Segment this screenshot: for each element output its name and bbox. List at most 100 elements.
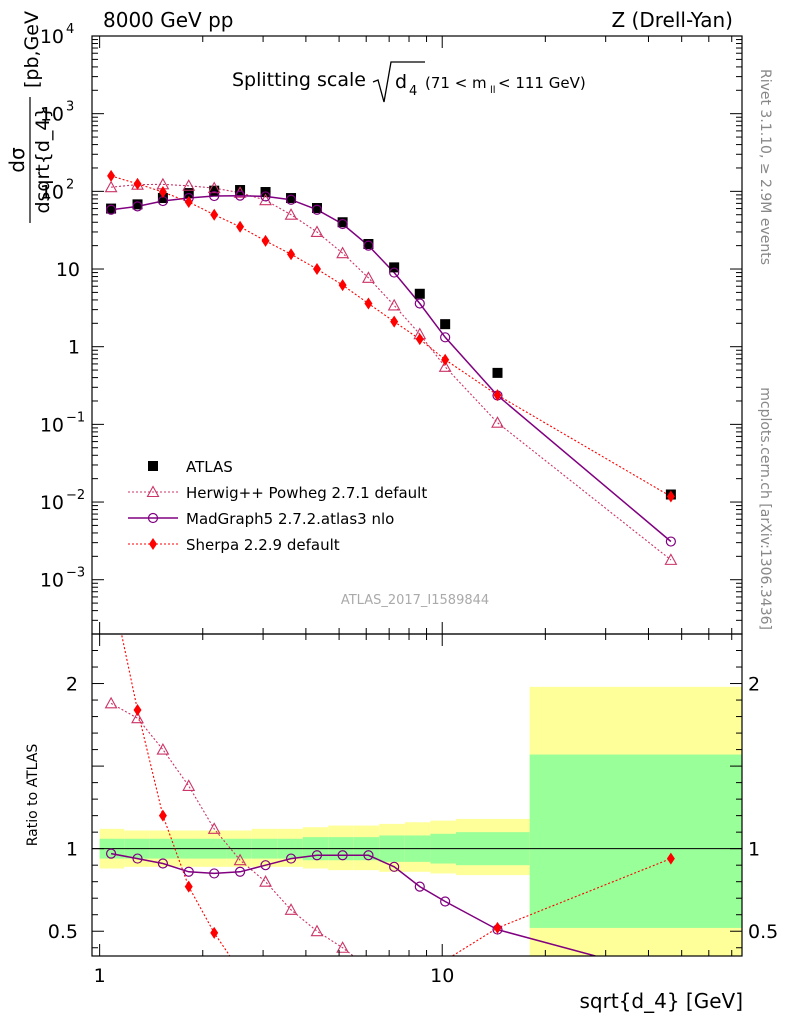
y-tick-label: 1 — [68, 337, 80, 359]
data-point-square — [235, 185, 246, 196]
data-point-diamond — [236, 220, 245, 233]
data-point-diamond — [312, 263, 321, 276]
ratio-y-tick-label: 1 — [66, 839, 78, 861]
data-point-circle — [337, 218, 348, 230]
y-tick-exponent: 2 — [66, 177, 74, 192]
y-tick-exponent: 3 — [66, 100, 74, 115]
legend-marker-square — [148, 461, 158, 471]
ratio-point-circle — [157, 858, 169, 869]
ratio-point-circle — [132, 853, 143, 864]
ratio-frame — [91, 633, 743, 957]
series-line-triangle — [110, 702, 354, 956]
ratio-point-diamond — [184, 880, 193, 893]
ratio-y-tick-label: 2 — [66, 674, 78, 696]
rivet-label: Rivet 3.1.10, ≥ 2.9M events — [757, 69, 773, 265]
legend-marker-circle — [147, 512, 159, 524]
legend-label: Sherpa 2.2.9 default — [186, 536, 340, 554]
ratio-point-diamond — [210, 926, 219, 939]
ratio-point-triangle — [182, 779, 196, 791]
ratio-point-circle — [414, 881, 425, 892]
data-point-diamond — [261, 234, 270, 247]
data-point-square — [286, 193, 297, 204]
data-point-triangle — [182, 179, 196, 191]
y-tick-label: 10 — [40, 570, 64, 592]
series-line-triangle — [111, 183, 672, 561]
data-point-triangle — [438, 360, 452, 372]
y-tick-label: 10 — [40, 414, 64, 436]
ratio-point-triangle — [131, 711, 144, 724]
legend-marker-diamond — [149, 538, 157, 550]
title-cut-sub: ll — [490, 85, 496, 96]
title-sqrt-arg: d — [395, 71, 407, 93]
legend-label: ATLAS — [186, 458, 233, 476]
data-point-circle — [363, 240, 374, 251]
data-point-square — [363, 238, 374, 249]
data-point-diamond — [107, 169, 116, 182]
data-point-square — [389, 262, 400, 273]
analysis-watermark: ATLAS_2017_I1589844 — [341, 593, 489, 608]
data-point-triangle — [664, 553, 678, 565]
data-point-circle — [665, 536, 676, 547]
data-point-diamond — [158, 186, 167, 199]
data-point-triangle — [104, 180, 118, 193]
data-point-square — [492, 367, 503, 378]
x-tick-label: 1 — [94, 965, 106, 987]
legend: ATLAS Herwig++ Powheg 2.7.1 default MadGra… — [128, 458, 427, 554]
data-point-diamond — [415, 333, 424, 346]
data-point-triangle — [284, 208, 298, 220]
data-point-diamond — [184, 195, 193, 208]
data-point-triangle — [310, 225, 324, 238]
ratio-point-circle — [389, 861, 400, 872]
data-point-triangle — [336, 246, 350, 259]
ratio-point-triangle — [259, 875, 272, 887]
data-point-diamond — [338, 279, 347, 292]
data-point-circle — [132, 201, 143, 212]
data-point-square — [440, 319, 451, 330]
ratio-point-circle — [311, 850, 323, 861]
ratio-y-tick-label-right: 0.5 — [748, 921, 778, 943]
ratio-point-circle — [105, 848, 117, 859]
data-point-circle — [105, 204, 117, 215]
legend-label: MadGraph5 2.7.2.atlas3 nlo — [186, 510, 394, 528]
y-axis-label: dσ dsqrt{d_4} [pb,GeV -1 ] — [5, 11, 54, 223]
ratio-point-triangle — [336, 941, 350, 953]
ratio-panel: 2 2 1 1 0.5 0.5 1 10 — [48, 633, 778, 987]
y-tick-label: 10 — [40, 492, 64, 514]
chart-title: Splitting scale — [232, 69, 366, 91]
ratio-point-circle — [183, 866, 194, 877]
header-left: 8000 GeV pp — [103, 8, 234, 32]
header-right: Z (Drell-Yan) — [611, 8, 733, 32]
data-point-triangle — [361, 271, 375, 283]
data-point-square — [157, 193, 168, 204]
y-tick-exponent: −3 — [66, 566, 85, 581]
y-tick-exponent: 4 — [66, 22, 74, 37]
data-point-circle — [389, 267, 400, 278]
ratio-point-circle — [234, 866, 246, 877]
ratio-point-diamond — [133, 703, 142, 716]
data-point-diamond — [133, 177, 142, 190]
data-point-square — [106, 203, 117, 214]
ratio-point-triangle — [156, 742, 170, 755]
ratio-y-tick-label-right: 1 — [748, 839, 760, 861]
ratio-point-circle — [440, 896, 451, 907]
legend-label: Herwig++ Powheg 2.7.1 default — [186, 484, 427, 502]
data-point-circle — [285, 194, 297, 205]
y-tick-label: 10 — [56, 259, 80, 281]
ratio-point-triangle — [284, 903, 298, 915]
ratio-point-circle — [209, 868, 220, 879]
data-point-circle — [209, 190, 220, 202]
series-line-diamond — [110, 175, 672, 497]
y-tick-label: 10 — [40, 181, 64, 203]
title-sqrt-sub: 4 — [409, 84, 417, 99]
x-tick-label: 10 — [430, 965, 454, 987]
ratio-point-diamond — [493, 921, 502, 934]
data-point-circle — [234, 190, 246, 201]
title-cut-close: < 111 GeV) — [498, 74, 586, 92]
y-tick-exponent: −1 — [66, 410, 85, 425]
ratio-point-circle — [285, 853, 297, 864]
ratio-y-label: Ratio to ATLAS — [25, 744, 41, 847]
data-point-diamond — [210, 208, 219, 221]
mcplots-label: mcplots.cern.ch [arXiv:1306.3436] — [757, 387, 773, 630]
x-axis-label: sqrt{d_4} [GeV] — [580, 989, 744, 1013]
